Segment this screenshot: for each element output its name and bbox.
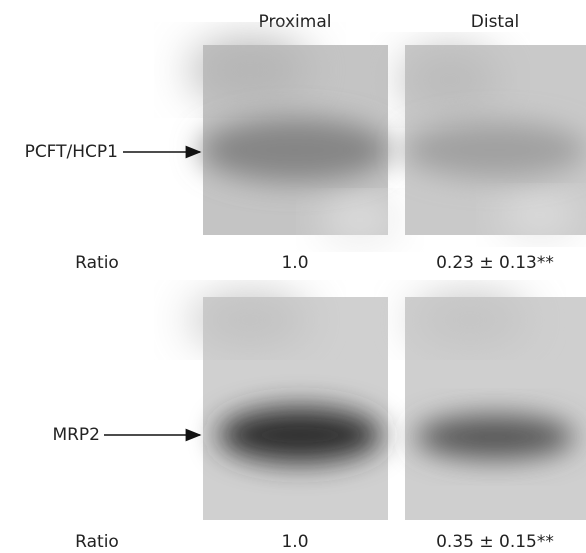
band-label: MRP2 <box>52 425 100 445</box>
blot-distal-1 <box>400 45 586 235</box>
ratio-value: 0.35 ± 0.15** <box>436 532 554 552</box>
column-header: Distal <box>471 12 519 32</box>
ratio-value: 0.23 ± 0.13** <box>436 253 554 273</box>
ratio-value: 1.0 <box>281 253 308 273</box>
blot-distal-2 <box>405 295 586 520</box>
ratio-label: Ratio <box>75 253 119 273</box>
blot-proximal-1 <box>190 40 400 240</box>
ratio-value: 1.0 <box>281 532 308 552</box>
blot-proximal-2 <box>190 295 388 520</box>
column-header: Proximal <box>259 12 332 32</box>
ratio-label: Ratio <box>75 532 119 552</box>
band-label: PCFT/HCP1 <box>25 142 118 162</box>
